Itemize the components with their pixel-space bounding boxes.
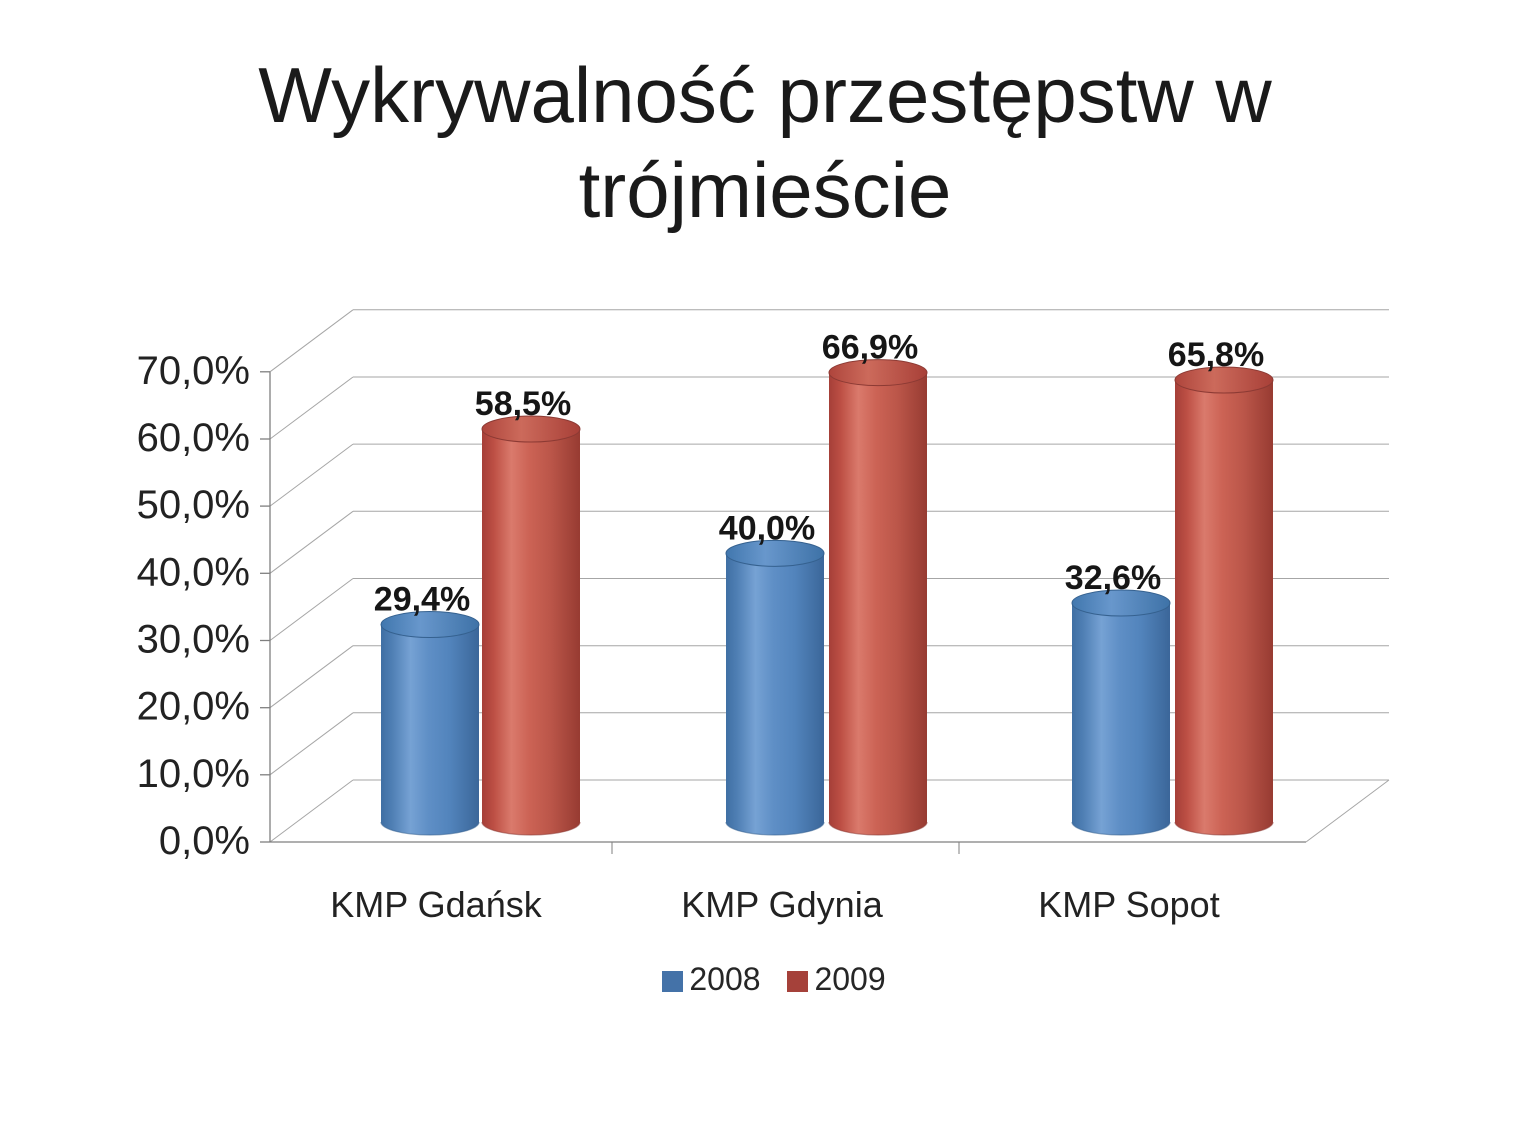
svg-text:20,0%: 20,0% [137, 685, 250, 729]
svg-text:30,0%: 30,0% [137, 618, 250, 662]
svg-text:66,9%: 66,9% [822, 329, 918, 367]
svg-text:KMP Gdynia: KMP Gdynia [681, 884, 883, 925]
svg-text:KMP Sopot: KMP Sopot [1038, 884, 1219, 925]
svg-text:58,5%: 58,5% [475, 385, 571, 423]
svg-text:65,8%: 65,8% [1168, 336, 1264, 374]
svg-text:KMP Gdańsk: KMP Gdańsk [330, 884, 542, 925]
svg-text:29,4%: 29,4% [374, 581, 470, 619]
svg-text:70,0%: 70,0% [137, 349, 250, 393]
svg-text:40,0%: 40,0% [719, 509, 815, 547]
svg-text:50,0%: 50,0% [137, 483, 250, 527]
svg-text:60,0%: 60,0% [137, 416, 250, 460]
svg-text:10,0%: 10,0% [137, 752, 250, 796]
svg-text:0,0%: 0,0% [159, 819, 250, 863]
svg-text:40,0%: 40,0% [137, 550, 250, 594]
svg-text:32,6%: 32,6% [1065, 559, 1161, 597]
